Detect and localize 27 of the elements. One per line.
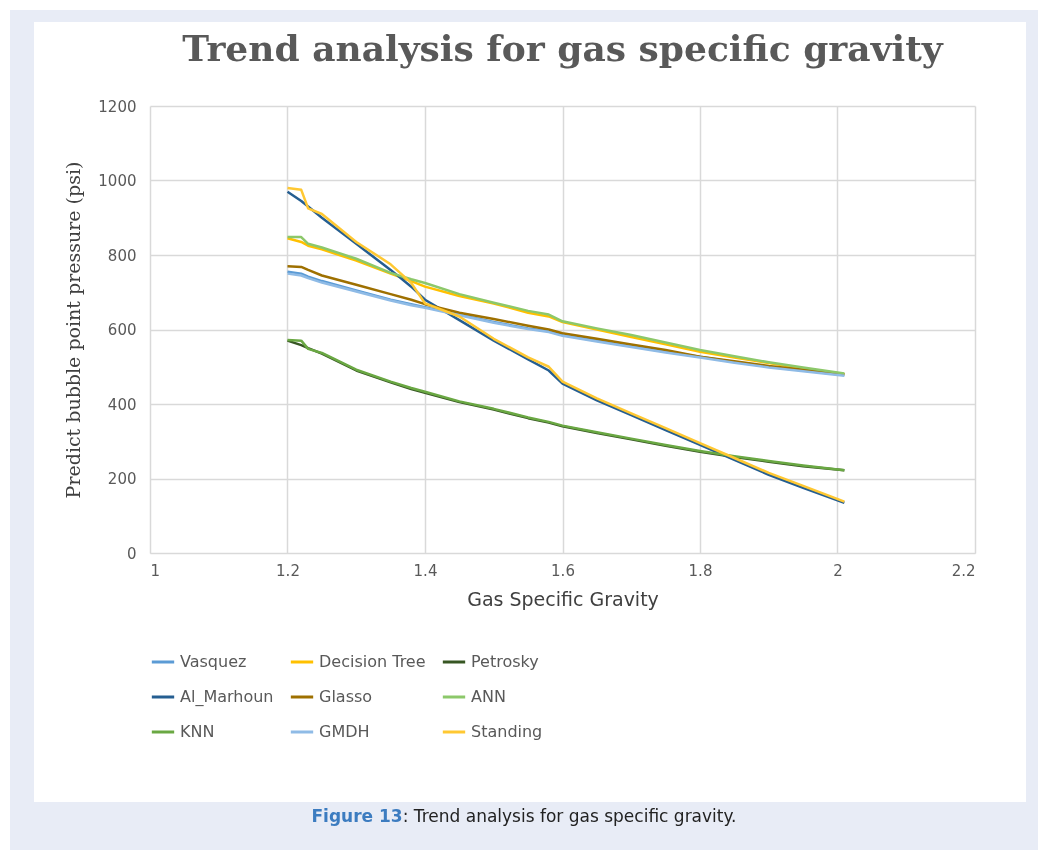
legend-label: KNN bbox=[180, 722, 215, 741]
y-tick-label: 400 bbox=[107, 395, 137, 414]
caption: Figure 13: Trend analysis for gas specific gravity. bbox=[310, 806, 738, 826]
chart-title: Trend analysis for gas specific gravity bbox=[182, 27, 944, 69]
x-axis-title: Gas Specific Gravity bbox=[467, 587, 659, 610]
x-tick-label: 1.4 bbox=[413, 561, 438, 580]
x-tick-label: 1.2 bbox=[276, 561, 300, 580]
legend-label: Decision Tree bbox=[319, 652, 426, 671]
legend-label: Standing bbox=[471, 722, 543, 741]
legend-label: Glasso bbox=[319, 687, 373, 706]
x-tick-label: 2 bbox=[833, 561, 843, 580]
x-tick-label: 1.6 bbox=[551, 561, 575, 580]
y-tick-label: 1000 bbox=[98, 172, 137, 190]
legend-label: GMDH bbox=[319, 722, 370, 741]
y-tick-label: 600 bbox=[107, 321, 137, 339]
y-tick-label: 1200 bbox=[98, 97, 137, 116]
y-tick-label: 0 bbox=[126, 544, 137, 563]
y-tick-label: 800 bbox=[107, 246, 137, 265]
y-tick-label: 200 bbox=[107, 470, 137, 488]
legend-label: Petrosky bbox=[471, 652, 539, 671]
legend-label: Vasquez bbox=[180, 652, 247, 671]
legend-label: ANN bbox=[471, 687, 506, 706]
legend-label: Al_Marhoun bbox=[180, 687, 274, 707]
x-tick-label: 1.8 bbox=[688, 561, 713, 580]
x-tick-label: 2.2 bbox=[951, 561, 976, 580]
x-tick-label: 1 bbox=[150, 561, 161, 580]
y-axis-title: Predict bubble point pressure (psi) bbox=[62, 161, 85, 499]
